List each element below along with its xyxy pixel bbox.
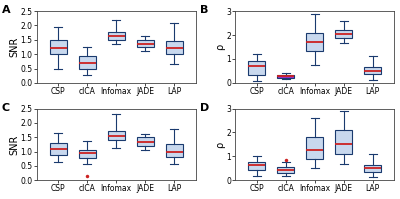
PathPatch shape [137, 137, 154, 146]
PathPatch shape [108, 131, 124, 140]
PathPatch shape [335, 130, 352, 154]
Y-axis label: SNR: SNR [9, 37, 19, 57]
PathPatch shape [137, 40, 154, 47]
PathPatch shape [248, 162, 265, 170]
Y-axis label: ρ: ρ [215, 44, 225, 50]
PathPatch shape [364, 165, 381, 172]
Text: A: A [2, 5, 10, 15]
PathPatch shape [166, 143, 182, 157]
PathPatch shape [108, 32, 124, 40]
Text: B: B [200, 5, 208, 15]
PathPatch shape [248, 61, 265, 75]
PathPatch shape [278, 75, 294, 78]
PathPatch shape [306, 33, 323, 51]
Y-axis label: ρ: ρ [215, 141, 225, 147]
PathPatch shape [79, 150, 96, 158]
Y-axis label: SNR: SNR [9, 134, 19, 155]
Text: D: D [200, 103, 209, 113]
PathPatch shape [50, 143, 67, 155]
Text: C: C [2, 103, 10, 113]
PathPatch shape [79, 56, 96, 68]
PathPatch shape [306, 137, 323, 159]
PathPatch shape [278, 167, 294, 173]
PathPatch shape [166, 41, 182, 54]
PathPatch shape [364, 67, 381, 74]
PathPatch shape [50, 40, 67, 54]
PathPatch shape [335, 30, 352, 38]
